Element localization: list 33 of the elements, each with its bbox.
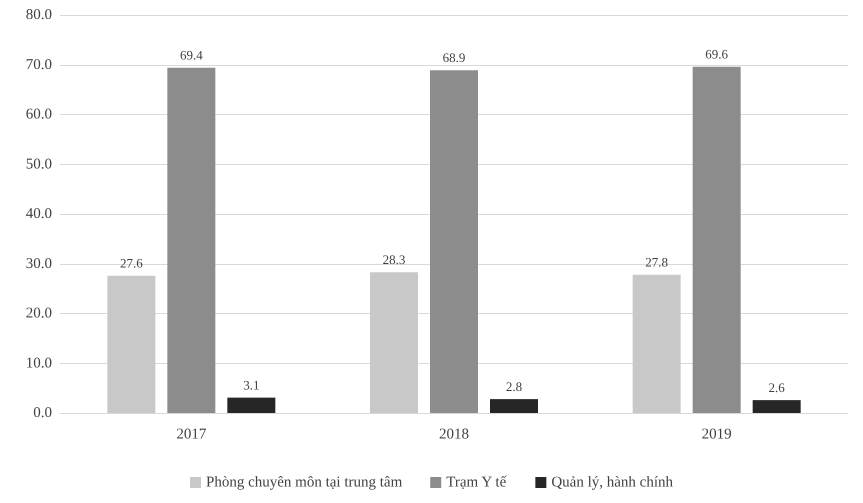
bar bbox=[490, 399, 538, 413]
bar bbox=[632, 274, 681, 413]
bar bbox=[107, 276, 156, 413]
y-tick-label: 80.0 bbox=[26, 7, 52, 23]
x-tick-label: 2019 bbox=[702, 426, 732, 442]
bar bbox=[430, 70, 478, 413]
legend-label: Quản lý, hành chính bbox=[551, 474, 674, 490]
y-tick-label: 20.0 bbox=[26, 306, 52, 322]
x-tick-label: 2018 bbox=[439, 426, 469, 442]
y-tick-label: 0.0 bbox=[33, 405, 52, 421]
bar bbox=[692, 66, 741, 413]
data-label: 27.8 bbox=[645, 254, 668, 270]
legend-label: Trạm Y tế bbox=[446, 474, 507, 490]
data-label: 28.3 bbox=[382, 252, 406, 268]
y-tick-label: 10.0 bbox=[26, 355, 52, 372]
data-label: 69.6 bbox=[705, 46, 729, 62]
data-label: 69.4 bbox=[180, 48, 204, 63]
y-tick-label: 40.0 bbox=[26, 206, 52, 222]
y-tick-label: 30.0 bbox=[26, 256, 52, 272]
x-tick-label: 2017 bbox=[176, 426, 207, 442]
legend-label: Phòng chuyên môn tại trung tâm bbox=[206, 474, 403, 490]
bar bbox=[167, 68, 216, 413]
data-label: 2.8 bbox=[506, 379, 522, 394]
y-tick-label: 70.0 bbox=[26, 56, 52, 73]
bar bbox=[370, 272, 418, 413]
y-tick-label: 50.0 bbox=[26, 156, 52, 172]
bar bbox=[227, 398, 276, 413]
y-tick-label: 60.0 bbox=[26, 106, 52, 122]
bar bbox=[752, 400, 801, 413]
data-label: 2.6 bbox=[768, 380, 786, 396]
data-label: 27.6 bbox=[120, 256, 144, 271]
data-label: 68.9 bbox=[442, 50, 466, 66]
data-label: 3.1 bbox=[243, 378, 260, 393]
